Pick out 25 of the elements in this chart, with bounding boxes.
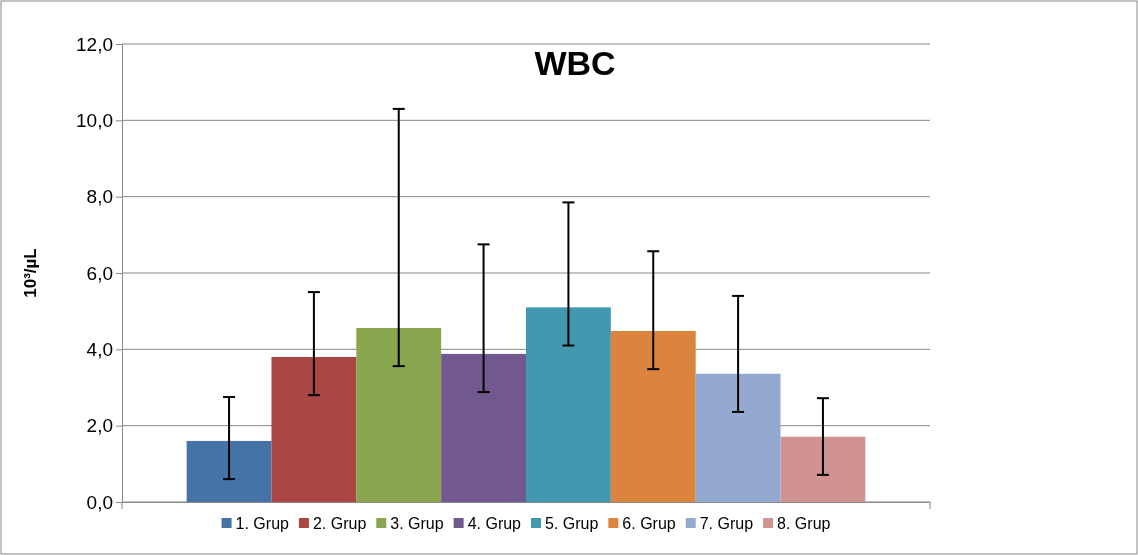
y-tick-label: 4,0 — [86, 338, 113, 360]
y-axis-title: 10³/µL — [21, 248, 40, 298]
y-tick-label: 10,0 — [76, 109, 113, 131]
bar — [271, 356, 357, 502]
y-tick-label: 0,0 — [86, 491, 113, 513]
legend-label: 6. Grup — [622, 515, 676, 532]
bar — [356, 327, 442, 502]
bar — [780, 436, 866, 502]
bar — [441, 353, 526, 502]
y-tick-label: 2,0 — [86, 415, 113, 437]
legend-label: 5. Grup — [545, 515, 599, 532]
y-tick-label: 8,0 — [86, 186, 113, 208]
legend-label: 2. Grup — [312, 515, 367, 532]
legend-label: 4. Grup — [467, 515, 522, 532]
legend-label: 1. Grup — [235, 515, 290, 532]
legend-label: 8. Grup — [777, 515, 831, 532]
bar — [695, 373, 781, 502]
bar — [526, 307, 611, 502]
legend-label: 7. Grup — [699, 515, 754, 532]
legend-label: 3. Grup — [390, 515, 444, 532]
bar — [610, 331, 696, 502]
chart-title: WBC — [534, 44, 616, 82]
bar — [186, 440, 272, 502]
y-tick-label: 6,0 — [86, 262, 113, 284]
y-tick-label: 12,0 — [76, 33, 113, 55]
